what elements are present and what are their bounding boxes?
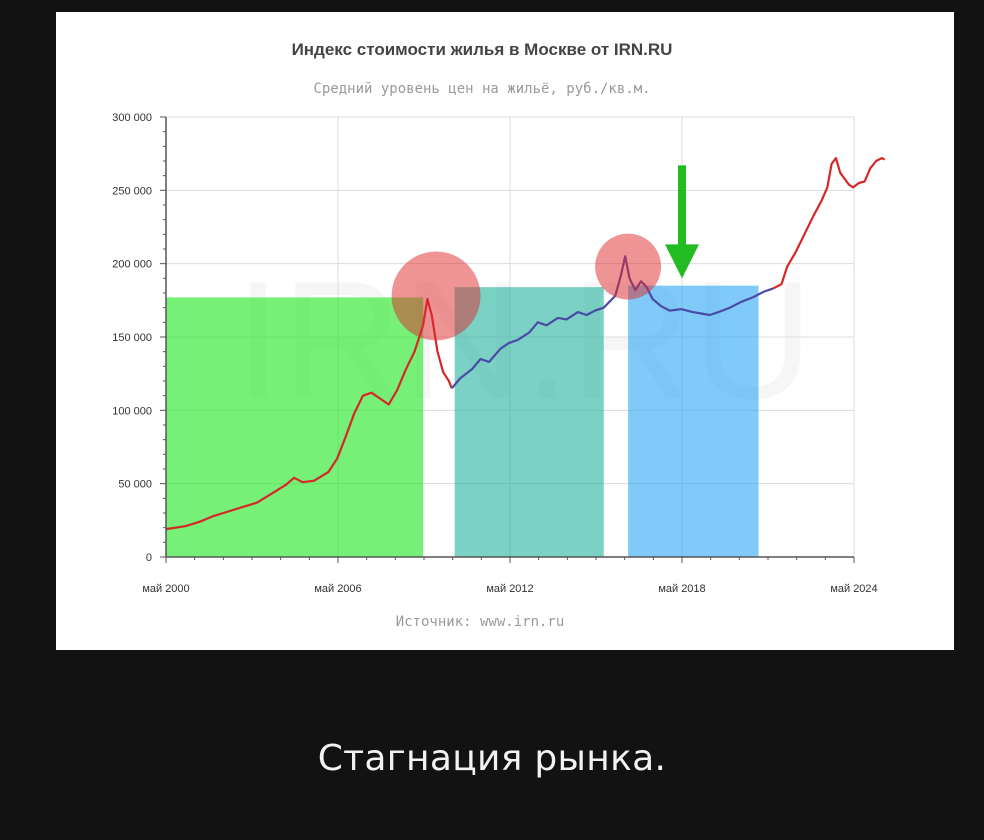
- y-tick-label: 50 000: [118, 479, 152, 491]
- x-tick-label: май 2000: [142, 583, 189, 595]
- chart-subtitle: Средний уровень цен на жильё, руб./кв.м.: [313, 81, 650, 97]
- x-tick-label: май 2006: [314, 583, 361, 595]
- y-tick-label: 200 000: [112, 259, 152, 271]
- y-tick-label: 150 000: [112, 332, 152, 344]
- chart-title: Индекс стоимости жилья в Москве от IRN.R…: [292, 40, 673, 59]
- highlight-band: [628, 285, 759, 557]
- x-tick-label: май 2012: [486, 583, 533, 595]
- highlight-band: [166, 297, 424, 557]
- price-index-chart: Индекс стоимости жилья в Москве от IRN.R…: [112, 40, 886, 630]
- axes: 0 50 000 100 000 150 000 200 000 250 000 300 0…: [112, 112, 877, 595]
- arrow-head: [665, 244, 699, 279]
- y-tick-label: 300 000: [112, 112, 152, 124]
- chart-card: Индекс стоимости жилья в Москве от IRN.R…: [56, 12, 954, 650]
- series-line: [772, 157, 886, 290]
- chart-source: Источник: www.irn.ru: [396, 614, 565, 630]
- y-tick-label: 0: [146, 552, 152, 564]
- highlight-band: [454, 287, 604, 557]
- video-caption: Стагнация рынка.: [317, 738, 667, 779]
- y-tick-label: 250 000: [112, 185, 152, 197]
- highlight-bands: [166, 285, 759, 557]
- y-tick-label: 100 000: [112, 405, 152, 417]
- highlight-circle: [391, 251, 481, 341]
- x-tick-label: май 2018: [658, 583, 705, 595]
- x-tick-label: май 2024: [830, 583, 877, 595]
- highlight-circles: [391, 233, 662, 341]
- highlight-circle: [595, 233, 662, 300]
- down-arrow-icon: [665, 165, 699, 279]
